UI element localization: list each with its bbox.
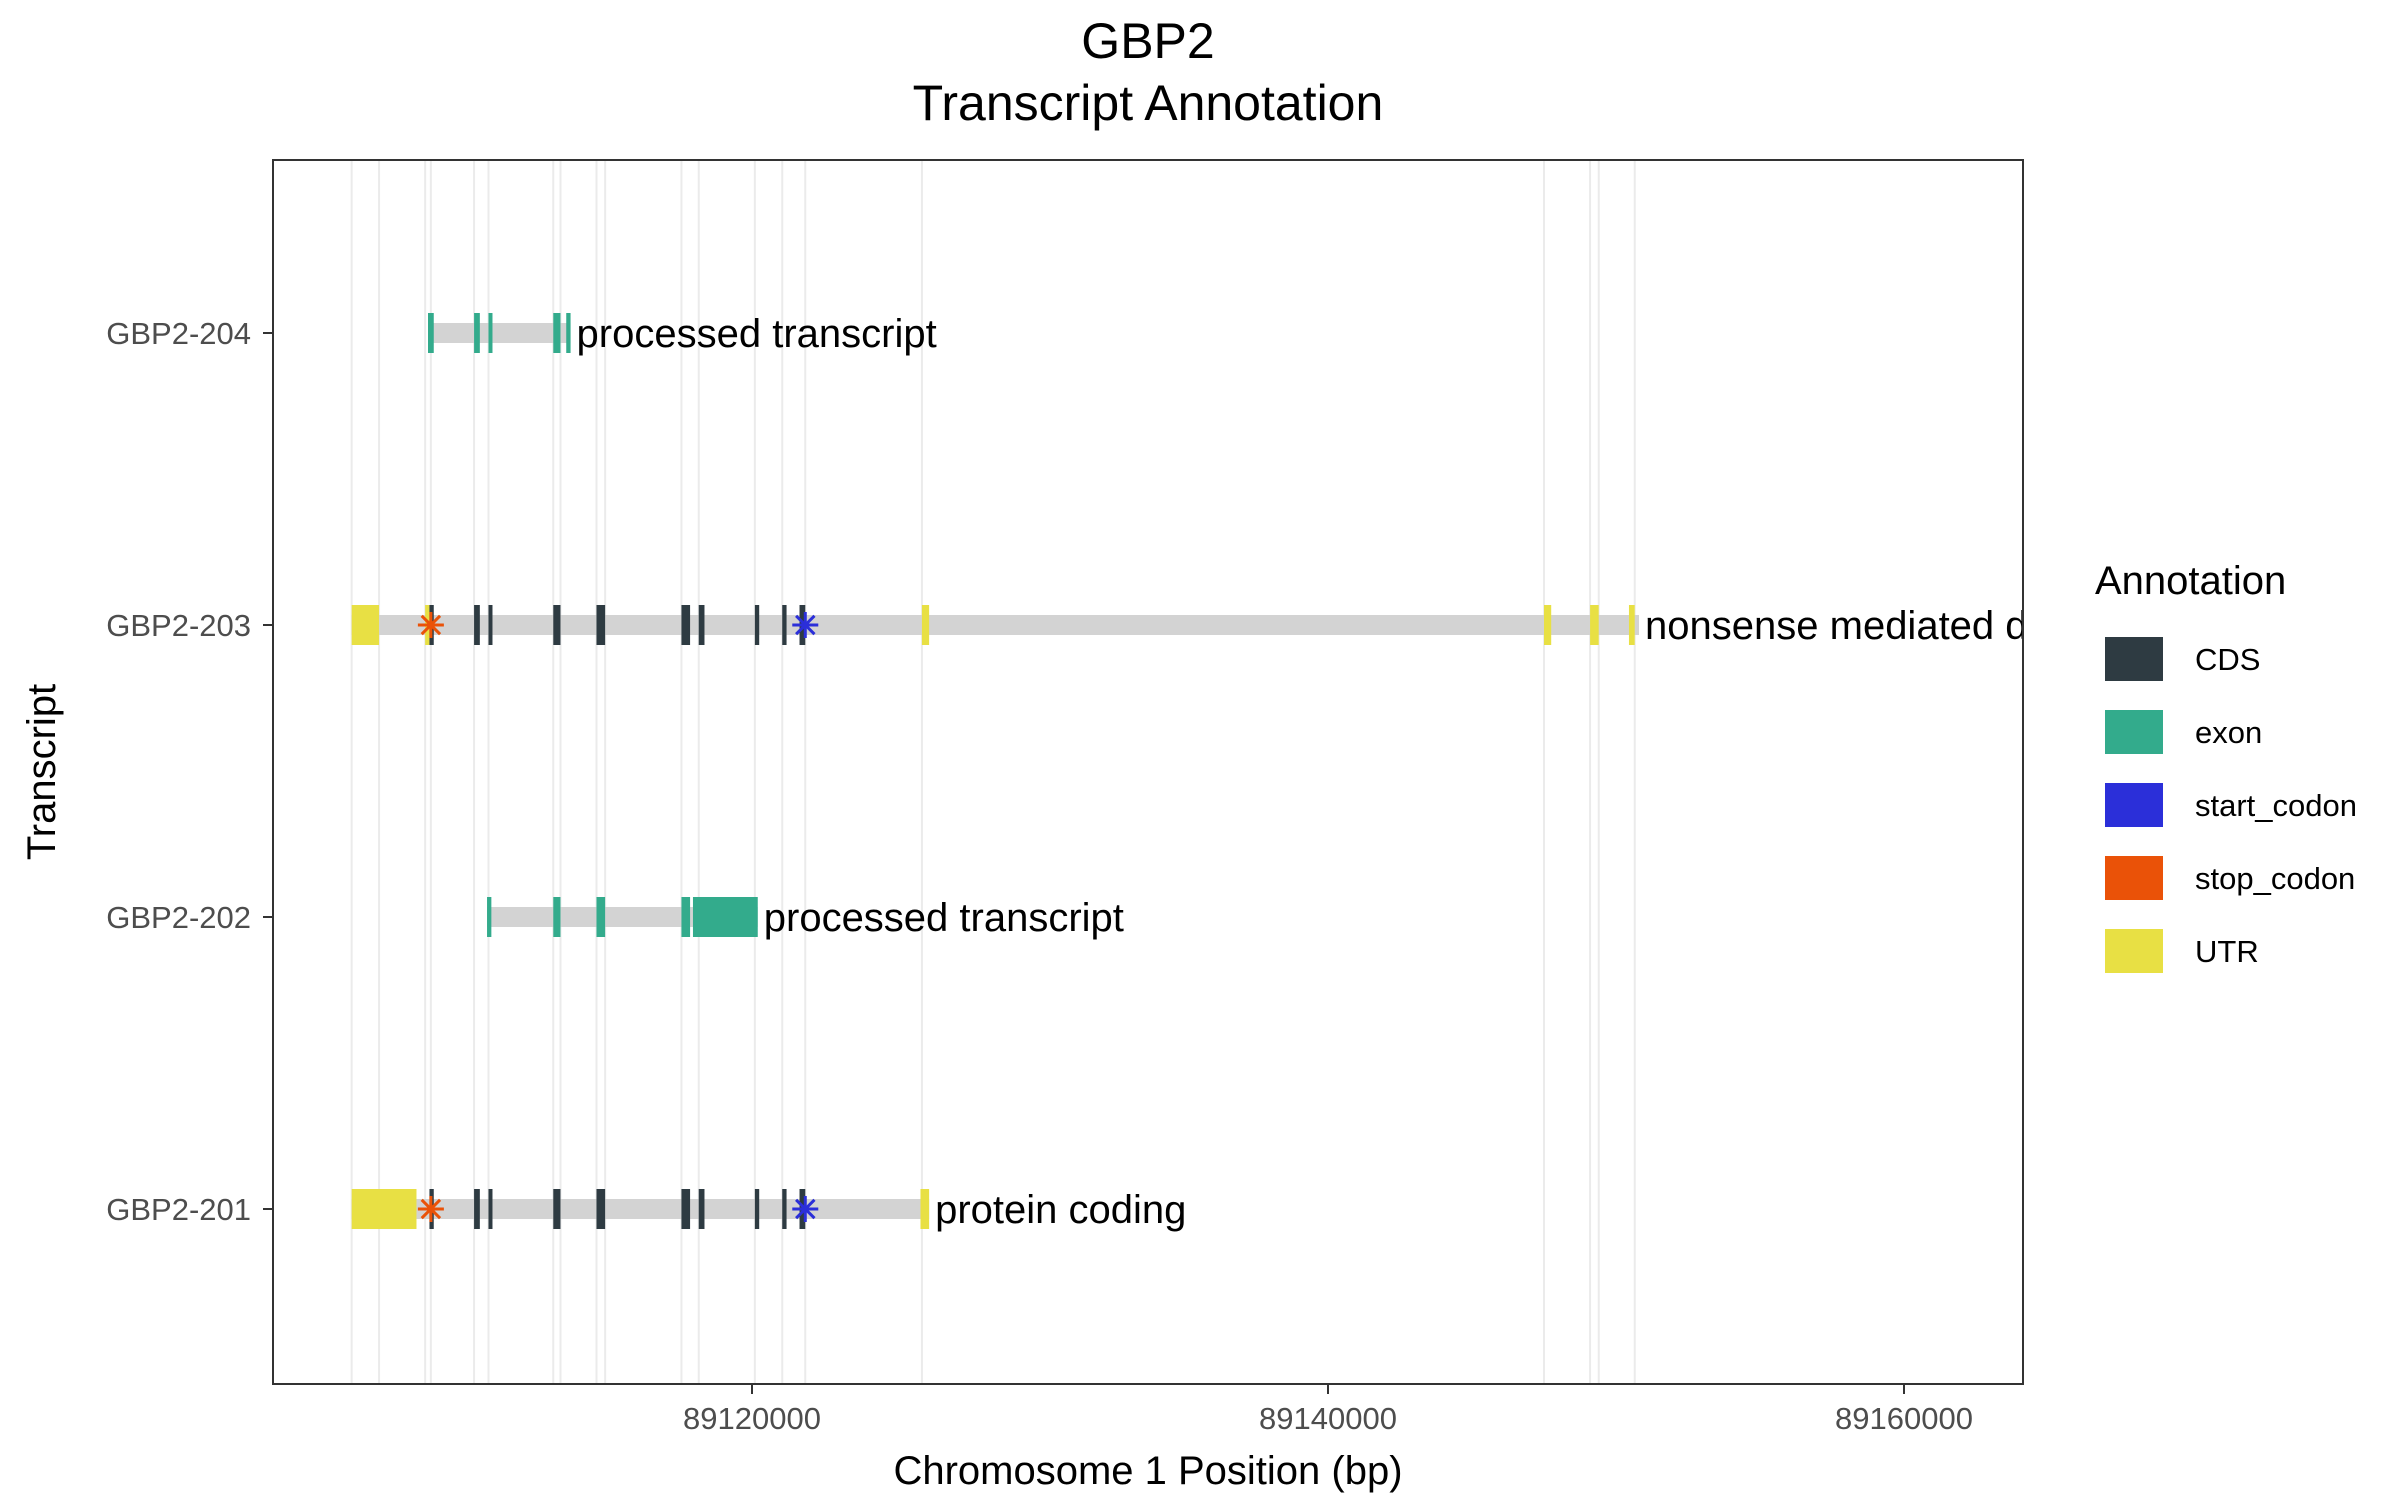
utr-block (1544, 605, 1552, 645)
y-axis: GBP2-204 GBP2-203 GBP2-202 GBP2-201 (106, 316, 273, 1227)
legend-item-cds: CDS (2105, 637, 2260, 681)
panel-border (272, 159, 2024, 1385)
exon-block (428, 313, 434, 353)
exon-block (487, 897, 492, 937)
cds-block (474, 1189, 480, 1229)
chart-subtitle: Transcript Annotation (913, 75, 1384, 131)
cds-block (698, 1189, 705, 1229)
legend-item-utr: UTR (2105, 929, 2259, 973)
gridlines (350, 160, 1636, 1384)
legend-item-stop-codon: stop_codon (2105, 856, 2355, 900)
utr-block (1590, 605, 1599, 645)
exon-block (566, 313, 571, 353)
x-tick-label: 89120000 (683, 1401, 821, 1436)
legend-label: UTR (2195, 934, 2259, 969)
legend-title: Annotation (2095, 559, 2286, 603)
x-tick-label: 89160000 (1835, 1401, 1973, 1436)
cds-block (596, 1189, 606, 1229)
transcript-biotype-label: protein coding (935, 1188, 1186, 1232)
cds-block (474, 605, 480, 645)
utr-block (920, 1189, 930, 1229)
legend-swatch (2105, 929, 2163, 973)
transcript-biotype-label: nonsense mediated decay (1645, 604, 2112, 648)
cds-block (681, 605, 691, 645)
y-tick-label: GBP2-201 (106, 1192, 251, 1227)
start-codon-marker (792, 612, 819, 638)
start-codon-marker (792, 1196, 819, 1222)
transcript-gbp2-203: nonsense mediated decay (351, 604, 2112, 648)
intron-line (351, 615, 1640, 635)
utr-block (351, 1189, 417, 1229)
stop-codon-marker (417, 1196, 444, 1222)
transcript-gbp2-204: processed transcript (428, 312, 937, 356)
transcript-biotype-label: processed transcript (577, 312, 937, 356)
y-tick-label: GBP2-203 (106, 608, 251, 643)
legend-swatch (2105, 637, 2163, 681)
legend-swatch (2105, 783, 2163, 827)
legend-swatch (2105, 710, 2163, 754)
chart-title: GBP2 (1081, 13, 1214, 69)
legend-swatch (2105, 856, 2163, 900)
y-axis-title: Transcript (20, 684, 64, 860)
utr-block (921, 605, 930, 645)
exon-block (553, 897, 561, 937)
legend: Annotation CDS exon start_codon stop_codon U… (2095, 559, 2357, 973)
transcript-gbp2-202: processed transcript (487, 896, 1124, 940)
cds-block (596, 605, 606, 645)
exon-block (474, 313, 480, 353)
cds-block (782, 1189, 787, 1229)
y-tick-label: GBP2-202 (106, 900, 251, 935)
intron-line (429, 323, 571, 343)
transcript-tracks: processed transcript nonsense mediated de… (351, 312, 2112, 1232)
y-tick-label: GBP2-204 (106, 316, 251, 351)
exon-block (553, 313, 561, 353)
legend-item-exon: exon (2105, 710, 2262, 754)
exon-block (681, 897, 691, 937)
cds-block (754, 605, 760, 645)
cds-block (488, 1189, 493, 1229)
x-axis: 89120000 89140000 89160000 (683, 1384, 1973, 1436)
legend-item-start-codon: start_codon (2105, 783, 2357, 827)
cds-block (553, 605, 561, 645)
exon-block (692, 897, 758, 937)
legend-label: start_codon (2195, 788, 2357, 823)
exon-block (488, 313, 493, 353)
utr-block (351, 605, 380, 645)
x-axis-title: Chromosome 1 Position (bp) (893, 1449, 1402, 1493)
x-tick-label: 89140000 (1259, 1401, 1397, 1436)
cds-block (782, 605, 787, 645)
cds-block (553, 1189, 561, 1229)
exon-block (596, 897, 606, 937)
cds-block (754, 1189, 760, 1229)
stop-codon-marker (417, 612, 444, 638)
legend-label: CDS (2195, 642, 2260, 677)
legend-label: stop_codon (2195, 861, 2355, 896)
cds-block (488, 605, 493, 645)
legend-label: exon (2195, 715, 2262, 750)
transcript-gbp2-201: protein coding (351, 1188, 1186, 1232)
utr-block (1628, 605, 1635, 645)
cds-block (698, 605, 705, 645)
cds-block (681, 1189, 691, 1229)
transcript-biotype-label: processed transcript (764, 896, 1124, 940)
